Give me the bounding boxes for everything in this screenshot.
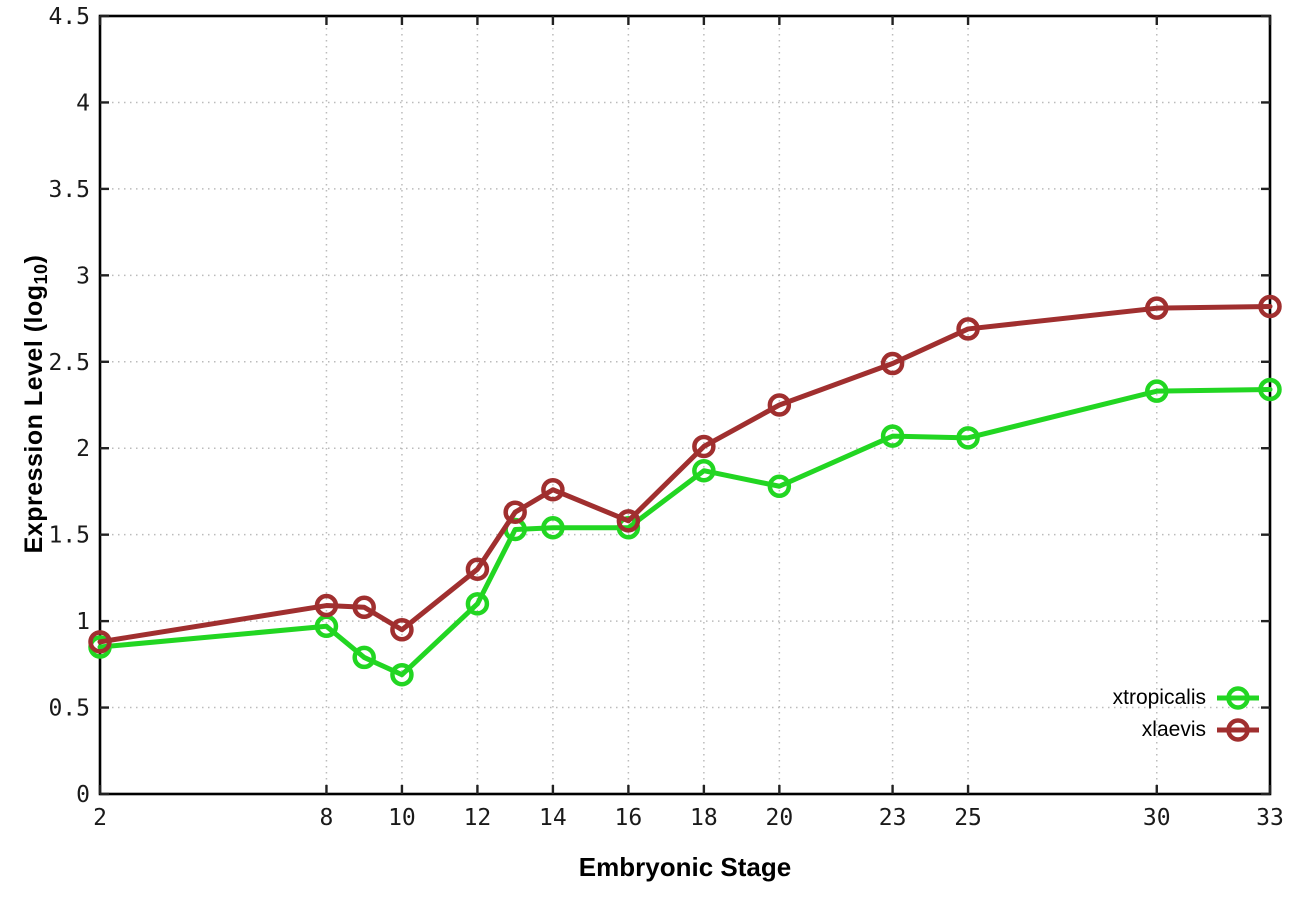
series-xtropicalis-point — [1258, 377, 1282, 402]
series-xtropicalis-point — [1145, 379, 1169, 403]
x-tick-label: 8 — [320, 805, 334, 831]
x-tick-label: 18 — [690, 805, 718, 831]
series-xtropicalis-point — [352, 645, 376, 670]
series-xlaevis-point — [503, 500, 527, 524]
x-tick-label: 10 — [388, 805, 416, 831]
x-tick-label: 12 — [464, 805, 492, 831]
y-tick-label: 3.5 — [48, 177, 90, 203]
y-axis-title-suffix: ) — [20, 254, 48, 264]
legend-row-xtropicalis: xtropicalis — [1113, 683, 1260, 713]
x-tick-label: 16 — [615, 805, 643, 831]
series-xtropicalis-line — [97, 386, 1273, 678]
y-axis-title: Expression Level (log10) — [20, 104, 62, 704]
y-tick-label: 2.5 — [48, 350, 90, 376]
series-xlaevis-point — [88, 630, 112, 654]
series-xtropicalis-point — [880, 424, 905, 448]
series-xlaevis-point — [767, 393, 792, 417]
series-xlaevis-point — [465, 557, 490, 581]
series-xtropicalis-point — [541, 516, 565, 540]
y-axis-title-text: Expression Level (log — [20, 284, 48, 554]
series-xlaevis-line — [97, 303, 1273, 645]
series-xlaevis-point — [390, 618, 414, 642]
legend: xtropicalis xlaevis — [1113, 683, 1260, 745]
series-xlaevis-point — [352, 595, 376, 620]
x-tick-label: 20 — [766, 805, 794, 831]
series-xlaevis-point — [692, 434, 716, 459]
y-axis-title-subscript: 10 — [31, 263, 51, 285]
x-axis-title: Embryonic Stage — [578, 852, 792, 882]
legend-row-xlaevis: xlaevis — [1142, 715, 1260, 745]
x-tick-label: 2 — [93, 805, 107, 831]
plot-border — [98, 14, 1272, 796]
x-tick-label: 30 — [1143, 805, 1171, 831]
y-tick-label: 3 — [76, 263, 90, 289]
series-xtropicalis-point — [767, 474, 792, 499]
series-xlaevis-point — [541, 477, 565, 502]
series-xlaevis-point — [1145, 296, 1169, 320]
y-tick-label: 0.5 — [48, 696, 90, 722]
y-tick-label: 1 — [76, 609, 90, 635]
series-xtropicalis-point — [692, 458, 716, 483]
series-xtropicalis-point — [956, 426, 980, 450]
y-tick-label: 4 — [76, 90, 90, 116]
series-xlaevis-point — [1258, 294, 1282, 319]
y-tick-label: 0 — [76, 782, 90, 808]
series-xtropicalis-point — [390, 662, 414, 687]
y-tick-label: 1.5 — [48, 523, 90, 549]
x-tick-label: 23 — [879, 805, 907, 831]
x-tick-label: 25 — [954, 805, 982, 831]
legend-label-xlaevis: xlaevis — [1141, 718, 1206, 741]
y-tick-label: 2 — [76, 436, 90, 462]
x-tick-label: 33 — [1256, 805, 1284, 831]
xtropicalis-legend-marker-icon — [1217, 686, 1259, 710]
series-xlaevis-point — [314, 593, 339, 618]
series-xlaevis-point — [616, 509, 641, 533]
x-tick-label: 14 — [539, 805, 567, 831]
y-tick-label: 4.5 — [48, 4, 90, 30]
xlaevis-legend-marker-icon — [1217, 718, 1259, 742]
legend-label-xtropicalis: xtropicalis — [1112, 686, 1206, 709]
series-xlaevis-point — [880, 351, 905, 376]
series-xtropicalis-point — [465, 592, 490, 616]
series-xlaevis-point — [956, 317, 980, 341]
